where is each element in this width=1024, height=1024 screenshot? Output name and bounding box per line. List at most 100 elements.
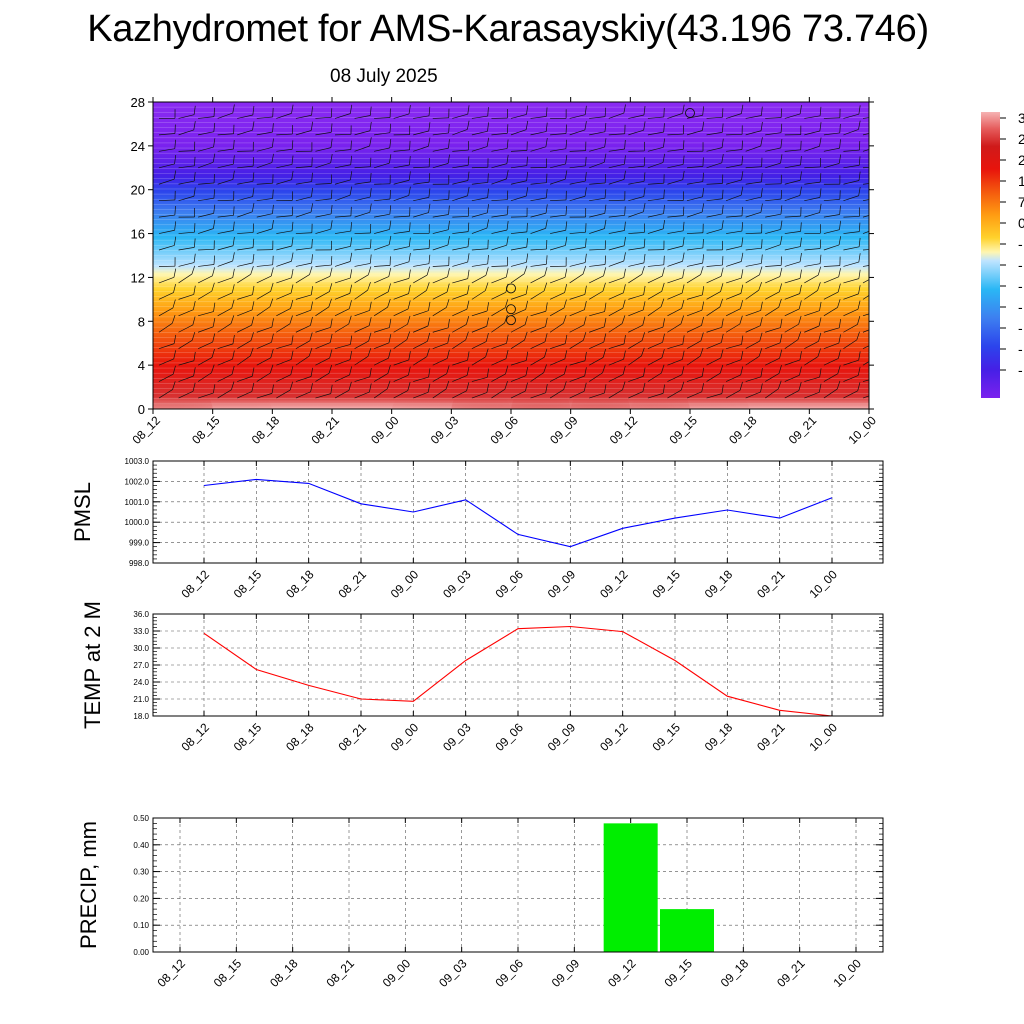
wind-barb <box>256 384 274 399</box>
wind-barb <box>823 236 841 251</box>
wind-barb <box>217 221 235 234</box>
wind-barb <box>393 156 411 169</box>
wind-barb-feather <box>682 335 685 345</box>
wind-barb-feather <box>878 384 880 393</box>
wind-barb-shaft <box>628 309 644 317</box>
wind-barb <box>589 189 607 202</box>
wind-barb <box>510 351 529 366</box>
wind-barb-feather <box>800 222 802 232</box>
wind-barb-shaft <box>550 148 566 152</box>
wind-barb <box>452 141 470 152</box>
wind-barb <box>295 157 313 169</box>
wind-barb <box>354 332 372 350</box>
wind-barb <box>334 252 353 267</box>
wind-barb-feather <box>839 220 841 230</box>
wind-barb <box>393 252 411 267</box>
wind-barb-feather <box>585 238 587 248</box>
wind-barb <box>843 351 861 366</box>
wind-barb-feather <box>819 368 822 378</box>
wind-barb-feather <box>741 171 744 181</box>
wind-barb-shaft <box>530 182 547 185</box>
y-tick-label: 24.0 <box>133 678 149 687</box>
wind-barb <box>334 315 352 333</box>
wind-barb <box>276 315 293 333</box>
wind-barb <box>804 383 822 399</box>
wind-barb-shaft <box>491 276 507 284</box>
wind-barb <box>452 300 470 317</box>
wind-barb-shaft <box>354 232 371 234</box>
wind-barb-shaft <box>804 340 819 350</box>
wind-barb <box>432 175 450 185</box>
x-tick-label: 09_00 <box>368 413 402 447</box>
wind-barb-shaft <box>686 247 703 251</box>
wind-barb <box>843 269 861 284</box>
wind-barb-shaft <box>413 115 430 119</box>
wind-barb <box>608 155 626 169</box>
wind-barb-shaft <box>256 306 271 317</box>
wind-barb-shaft <box>686 196 703 202</box>
wind-barb-feather <box>289 381 294 391</box>
wind-barb-feather <box>348 315 352 325</box>
wind-barb-shaft <box>628 196 644 202</box>
wind-barb <box>647 189 665 202</box>
wind-barb-feather <box>212 267 215 276</box>
wind-barb-shaft <box>862 249 869 251</box>
wind-barb <box>256 174 274 185</box>
wind-barb-feather <box>272 189 274 199</box>
wind-barb-shaft <box>667 343 683 350</box>
wind-barb <box>667 191 684 202</box>
series-line <box>203 478 833 548</box>
wind-barb-feather <box>702 238 704 248</box>
wind-barb-feather <box>563 299 567 309</box>
wind-barb-shaft <box>237 232 254 234</box>
wind-barb <box>667 170 685 185</box>
wind-barb <box>765 318 783 333</box>
wind-barb-feather <box>251 382 255 392</box>
x-tick-label: 08_15 <box>189 413 223 447</box>
wind-barb <box>413 254 431 267</box>
wind-barb-shaft <box>432 244 449 251</box>
wind-barb-shaft <box>530 356 545 366</box>
wind-barb-shaft <box>178 324 193 333</box>
wind-barb <box>745 367 763 382</box>
wind-barb-feather <box>505 349 509 359</box>
x-tick-label: 09_12 <box>597 720 631 754</box>
panel-frame <box>152 613 884 717</box>
wind-barb-shaft <box>432 276 448 284</box>
wind-barb-feather <box>192 316 196 326</box>
wind-barb-feather <box>350 237 353 247</box>
wind-barb-feather <box>310 383 313 392</box>
wind-barb <box>667 237 685 251</box>
wind-barb-feather <box>721 220 724 230</box>
wind-barb <box>158 236 177 251</box>
wind-barb <box>589 219 607 234</box>
wind-barb <box>647 384 665 399</box>
wind-barb-shaft <box>608 133 625 136</box>
wind-barb <box>589 282 606 300</box>
wind-barb <box>510 171 529 185</box>
wind-barb-feather <box>838 318 841 328</box>
wind-barb-shaft <box>452 324 467 333</box>
wind-barb <box>550 206 567 218</box>
wind-barb <box>667 284 685 300</box>
wind-barb-feather <box>408 237 411 247</box>
wind-barb <box>608 221 626 234</box>
wind-barb <box>374 138 392 152</box>
wind-barb-shaft <box>217 389 232 399</box>
wind-barb <box>823 108 841 119</box>
wind-barb <box>334 237 353 251</box>
wind-barb-feather <box>291 170 294 180</box>
wind-barb-feather <box>565 206 567 216</box>
wind-barb-shaft <box>686 166 703 169</box>
wind-barb-feather <box>643 203 646 212</box>
wind-barb-shaft <box>413 356 427 366</box>
wind-barb-feather <box>251 203 255 212</box>
wind-barb-shaft <box>217 245 234 251</box>
wind-barb-shaft <box>373 244 390 251</box>
wind-barb-feather <box>407 382 411 391</box>
wind-barb-shaft <box>452 339 466 349</box>
wind-barb-feather <box>879 107 880 116</box>
wind-barb-feather <box>230 315 235 324</box>
wind-barb-shaft <box>315 213 332 218</box>
